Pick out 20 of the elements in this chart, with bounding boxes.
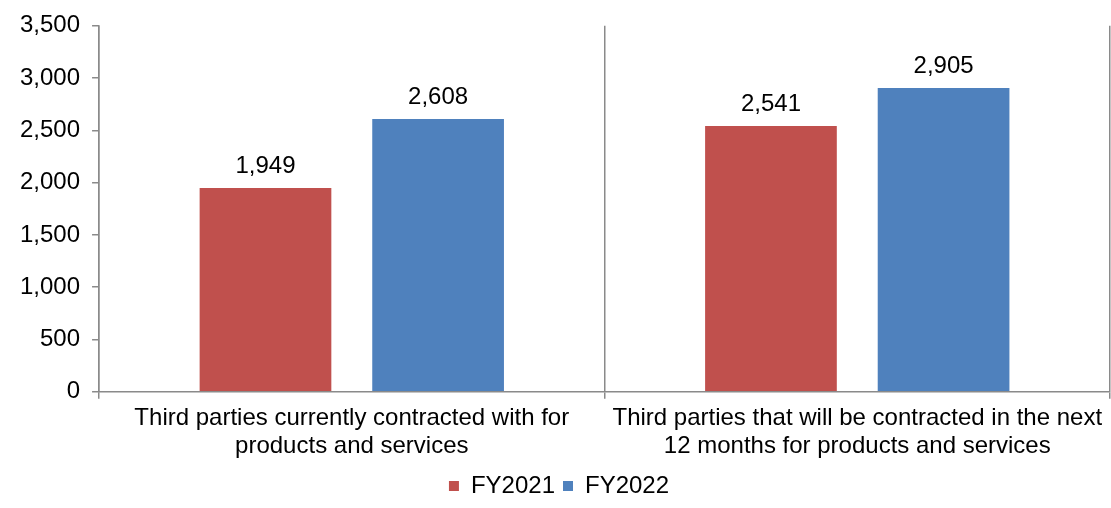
x-tick-label: Third parties currently contracted with for products and services (134, 403, 570, 458)
bar (705, 126, 837, 392)
y-tick-label: 500 (40, 324, 81, 352)
y-tick-label: 1,000 (20, 271, 81, 299)
bar (877, 88, 1010, 392)
data-label: 1,949 (235, 150, 296, 178)
data-label: 2,541 (740, 88, 801, 116)
legend-label: FY2021 (470, 470, 555, 498)
data-label: 2,905 (913, 50, 974, 78)
y-tick-label: 2,500 (20, 115, 81, 142)
data-label: 2,608 (408, 81, 469, 109)
y-tick-label: 0 (66, 376, 81, 404)
x-tick-label: Third parties that will be contracted in the next 12 months for products and services (612, 403, 1103, 458)
bar (199, 187, 332, 392)
y-tick-label: 3,000 (20, 62, 81, 90)
y-tick-label: 3,500 (20, 10, 81, 38)
legend-label: FY2022 (585, 470, 670, 498)
bar (372, 119, 504, 392)
y-tick-label: 1,500 (20, 219, 81, 247)
y-tick-label: 2,000 (20, 167, 81, 195)
